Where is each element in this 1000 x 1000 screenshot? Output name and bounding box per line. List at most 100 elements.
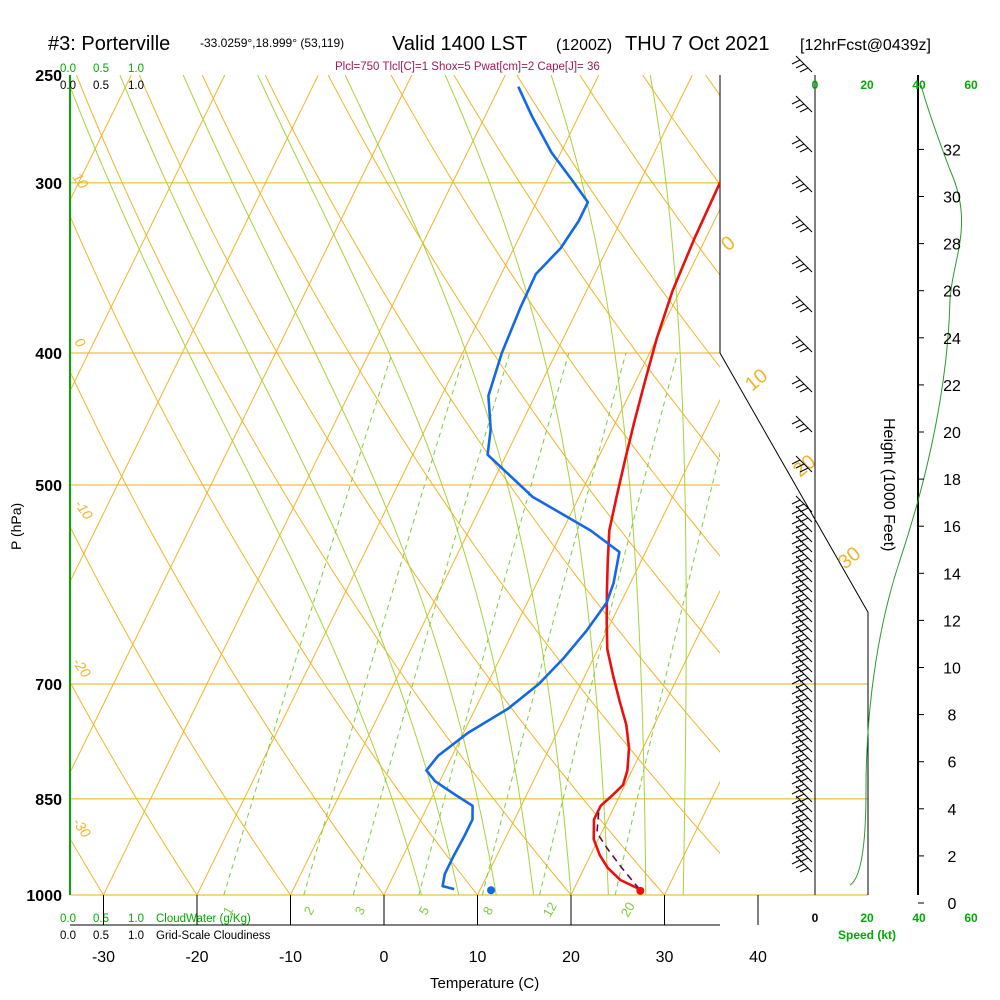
moist-adiabat-line xyxy=(444,75,609,895)
temperature-tick-label: 0 xyxy=(380,949,389,966)
valid-time: Valid 1400 LST xyxy=(392,33,527,55)
cloud-scale-tick: 1.0 xyxy=(128,913,144,925)
isotherm-line xyxy=(477,398,720,895)
height-tick-label: 14 xyxy=(943,566,961,583)
wind-barb xyxy=(791,335,813,353)
isotherm-line xyxy=(70,75,413,774)
wind-barb xyxy=(791,95,813,113)
mixing-ratio-label: 2 xyxy=(301,904,318,918)
wind-barb-flag xyxy=(791,669,801,675)
wind-barb xyxy=(791,415,813,433)
wind-barb-flag xyxy=(799,387,809,393)
wind-barb-flag xyxy=(791,299,801,305)
mixing-ratio-lines xyxy=(223,352,720,895)
dry-adiabat-label: 0 xyxy=(72,335,90,351)
wind-barb-flag xyxy=(791,589,801,595)
isotherm-line xyxy=(70,75,319,583)
mixing-ratio-label: 8 xyxy=(480,904,497,918)
isotherm-line xyxy=(70,75,226,393)
wind-barb-flag xyxy=(799,267,809,273)
height-tick-label: 18 xyxy=(943,472,961,489)
height-tick-label: 22 xyxy=(943,378,961,395)
dry-adiabat-line xyxy=(70,214,478,895)
wind-barb-flag xyxy=(795,863,805,869)
wind-barb-flag xyxy=(795,463,805,469)
wind-barb-flag xyxy=(791,749,801,755)
wind-barb-flag xyxy=(791,579,801,585)
isobar-lines xyxy=(70,182,868,896)
cloudiness-scale-tick: 1.0 xyxy=(128,930,144,942)
wind-barb-flag xyxy=(791,729,801,735)
dry-adiabat-line xyxy=(70,680,198,895)
isotherm-line xyxy=(383,208,720,895)
wind-barb-flag xyxy=(791,459,801,465)
cloud-scale-tick: 0.5 xyxy=(93,63,109,75)
wind-barb-flag xyxy=(799,147,809,153)
wind-barb-flag xyxy=(791,539,801,545)
wind-barb-flag xyxy=(791,739,801,745)
wind-barb-flag xyxy=(791,59,801,65)
wind-barb-flag xyxy=(791,809,801,815)
cloud-scale-tick: 0.5 xyxy=(93,913,109,925)
wind-barb-flag xyxy=(799,187,809,193)
speed-tick-top: 20 xyxy=(860,78,874,92)
wind-barb-flag xyxy=(799,67,809,73)
x-axis-label: Temperature (C) xyxy=(430,975,539,992)
speed-tick-top: 40 xyxy=(912,78,926,92)
wind-barb-flag xyxy=(791,179,801,185)
height-tick-label: 12 xyxy=(943,613,961,630)
wind-barb-flag xyxy=(791,849,801,855)
wind-barb-flag xyxy=(791,569,801,575)
temperature-tick-label: -10 xyxy=(279,949,302,966)
isotherm-line xyxy=(758,75,1000,895)
cloudiness-scale-tick: 0.5 xyxy=(93,930,109,942)
mixing-ratio-line xyxy=(303,352,466,895)
dry-adiabat-label: -10 xyxy=(72,497,97,523)
moist-adiabat-line xyxy=(182,75,497,895)
wind-barb-flag xyxy=(791,769,801,775)
surface-dewpoint-point xyxy=(487,886,496,895)
isotherm-line xyxy=(103,75,506,895)
parcel-line xyxy=(596,809,641,890)
wind-barb-flag xyxy=(791,259,801,265)
cloud-scale-tick: 1.0 xyxy=(128,63,144,75)
isotherm-line xyxy=(852,75,1000,895)
wind-barb-flag xyxy=(795,103,805,109)
moist-adiabat-line xyxy=(649,75,687,895)
wind-barb-flag xyxy=(791,619,801,625)
dry-adiabat-line xyxy=(264,75,720,753)
wind-barb-flag xyxy=(791,839,801,845)
wind-barb-flag xyxy=(791,499,801,505)
y-axis-label: P (hPa) xyxy=(8,503,24,550)
dry-adiabat-label: -20 xyxy=(70,655,95,681)
wind-barb-flag xyxy=(791,339,801,345)
isotherm-line xyxy=(0,75,38,895)
dry-adiabat-line xyxy=(0,51,10,895)
pressure-tick-label: 700 xyxy=(35,677,62,694)
dry-adiabat-line xyxy=(453,75,720,462)
wind-barb-flag xyxy=(791,789,801,795)
wind-barb-flag xyxy=(791,419,801,425)
height-tick-label: 30 xyxy=(943,190,961,207)
wind-barb xyxy=(791,135,813,153)
wind-barb-flag xyxy=(791,599,801,605)
temperature-tick-label: 20 xyxy=(562,949,580,966)
wind-barb-flag xyxy=(791,639,801,645)
wind-barb-flag xyxy=(791,649,801,655)
speed-tick-bottom: 20 xyxy=(860,911,874,925)
wind-barb-flag xyxy=(791,699,801,705)
wind-barb-flag xyxy=(799,347,809,353)
wind-barb-flag xyxy=(791,559,801,565)
wind-barb-flag xyxy=(791,859,801,865)
wind-barb xyxy=(791,255,813,273)
wind-barb-flag xyxy=(791,609,801,615)
cloudiness-scale-tick: 0.5 xyxy=(93,80,109,92)
surface-points xyxy=(487,886,645,895)
pressure-axis: 250 300 400 500 700 850 1000 xyxy=(26,68,62,905)
height-tick-label: 32 xyxy=(943,142,961,159)
pressure-tick-label: 300 xyxy=(35,176,62,193)
wind-barb-flag xyxy=(795,383,805,389)
wind-barb-flag xyxy=(795,63,805,69)
